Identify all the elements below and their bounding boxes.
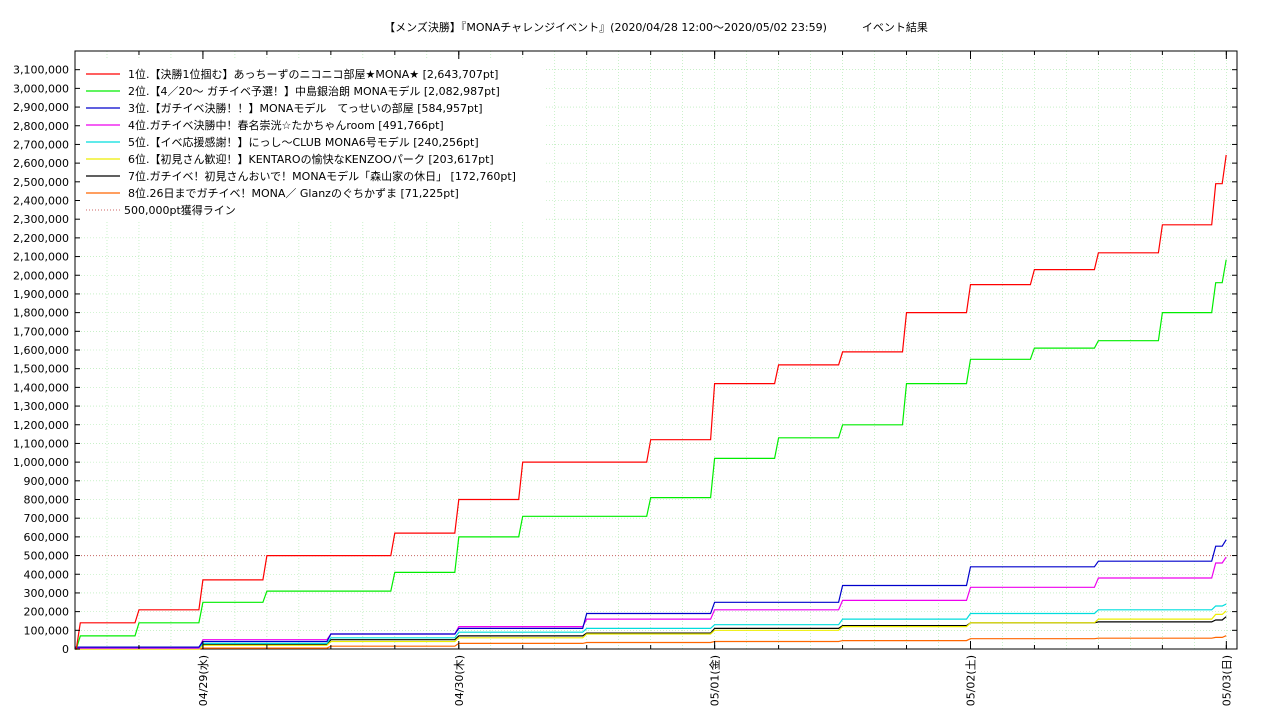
y-tick-label: 500,000	[24, 550, 70, 563]
y-tick-label: 1,100,000	[13, 437, 69, 450]
legend-label: 3位.【ガチイベ決勝！！】MONAモデル てっせいの部屋 [584,957pt]	[128, 101, 483, 115]
series-line-6	[75, 610, 1227, 650]
x-tick-label: 05/02(土)	[964, 655, 977, 706]
series-line-1	[75, 154, 1227, 650]
y-tick-label: 2,600,000	[13, 157, 69, 170]
y-axis: 0 100,000 200,000 300,000 400,000 500,000 600,…	[13, 64, 1237, 656]
y-tick-label: 1,400,000	[13, 381, 69, 394]
series-line-2	[75, 259, 1227, 650]
y-tick-label: 0	[62, 643, 69, 656]
y-tick-label: 2,000,000	[13, 269, 69, 282]
y-tick-label: 800,000	[24, 494, 70, 507]
chart-title: 【メンズ決勝】『MONAチャレンジイベント』(2020/04/28 12:00〜…	[384, 21, 928, 34]
legend-label: 1位.【決勝1位掴む】あっちーずのニコニコ部屋★MONA★ [2,643,707…	[128, 67, 498, 81]
y-tick-label: 600,000	[24, 531, 70, 544]
y-tick-label: 1,500,000	[13, 363, 69, 376]
x-tick-label: 05/03(日)	[1220, 655, 1233, 706]
x-tick-label: 04/30(木)	[453, 655, 466, 706]
y-tick-label: 2,500,000	[13, 176, 69, 189]
legend-label: 6位.【初見さん歓迎！】KENTAROの愉快なKENZOOパーク [203,61…	[128, 152, 494, 166]
x-axis: 04/29(水) 04/30(木) 05/01(金) 05/02(土) 05/03(日)	[74, 51, 1233, 706]
y-tick-label: 300,000	[24, 587, 70, 600]
y-tick-label: 1,800,000	[13, 307, 69, 320]
legend-box	[80, 60, 545, 222]
y-tick-label: 900,000	[24, 475, 70, 488]
legend-label: 2位.【4／20〜 ガチイベ予選！】中島銀治朗 MONAモデル [2,082,9…	[128, 84, 500, 98]
series-line-5	[75, 603, 1227, 649]
y-tick-label: 700,000	[24, 512, 70, 525]
y-tick-label: 1,300,000	[13, 400, 69, 413]
y-tick-label: 1,700,000	[13, 325, 69, 338]
y-tick-label: 200,000	[24, 606, 70, 619]
y-tick-label: 3,100,000	[13, 64, 69, 77]
y-tick-label: 400,000	[24, 568, 70, 581]
y-tick-label: 2,400,000	[13, 195, 69, 208]
legend-label: 500,000pt獲得ライン	[124, 204, 236, 217]
series-lines	[75, 154, 1227, 650]
y-tick-label: 2,200,000	[13, 232, 69, 245]
legend-label: 7位.ガチイベ！初見さんおいで！MONAモデル「森山家の休日」 [172,760…	[128, 169, 516, 183]
legend-label: 8位.26日までガチイベ！MONA／ Glanzのぐちかずま [71,225pt…	[128, 186, 459, 200]
y-tick-label: 2,700,000	[13, 138, 69, 151]
y-tick-label: 1,900,000	[13, 288, 69, 301]
y-tick-label: 3,000,000	[13, 82, 69, 95]
series-line-3	[75, 539, 1227, 648]
y-tick-label: 1,200,000	[13, 419, 69, 432]
y-tick-label: 2,100,000	[13, 251, 69, 264]
y-tick-label: 100,000	[24, 624, 70, 637]
y-tick-label: 2,300,000	[13, 213, 69, 226]
series-line-7	[75, 616, 1227, 649]
legend-label: 5位.【イベ応援感謝！】にっし〜CLUB MONA6号モデル [240,256p…	[128, 135, 479, 149]
legend: 1位.【決勝1位掴む】あっちーずのニコニコ部屋★MONA★ [2,643,707…	[80, 60, 545, 222]
x-tick-label: 05/01(金)	[708, 655, 722, 706]
x-tick-label: 04/29(水)	[197, 655, 210, 706]
legend-label: 4位.ガチイベ決勝中！春名崇洸☆たかちゃんroom [491,766pt]	[128, 118, 444, 132]
y-tick-label: 2,900,000	[13, 101, 69, 114]
y-tick-label: 2,800,000	[13, 120, 69, 133]
y-tick-label: 1,600,000	[13, 344, 69, 357]
y-tick-label: 1,000,000	[13, 456, 69, 469]
